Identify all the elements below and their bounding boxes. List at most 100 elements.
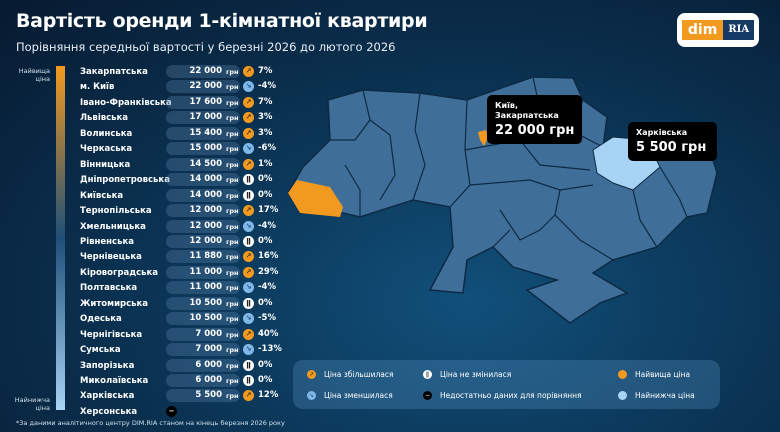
region-name: Сумська bbox=[80, 345, 121, 356]
region-row: Закарпатська 22 000 грн ↗ 7% bbox=[80, 65, 280, 79]
region-name: Запорізька bbox=[80, 360, 135, 371]
currency: грн bbox=[226, 98, 239, 107]
trend-up-icon: ↗ bbox=[243, 112, 254, 124]
currency: грн bbox=[226, 392, 239, 401]
region-name: Черкаська bbox=[80, 144, 133, 155]
region-price: 11 000 bbox=[189, 282, 222, 293]
price-change: 0% bbox=[258, 235, 273, 246]
region-name: Одеська bbox=[80, 314, 122, 325]
currency: грн bbox=[226, 83, 239, 92]
trend-same-icon: ǁ bbox=[243, 297, 254, 309]
region-name: Рівненська bbox=[80, 236, 134, 247]
trend-up-icon: ↗ bbox=[243, 66, 254, 77]
region-name: Волинська bbox=[80, 128, 133, 139]
price-pill bbox=[166, 142, 240, 156]
price-change: -4% bbox=[258, 282, 276, 293]
region-price: 17 000 bbox=[189, 112, 222, 123]
price-pill bbox=[166, 126, 240, 140]
arrow-up-icon: ↗ bbox=[307, 370, 316, 379]
legend-down: Ціна зменшилася bbox=[324, 391, 393, 400]
legend-lowest: Найнижча ціна bbox=[635, 391, 695, 400]
trend-down-icon: ↘ bbox=[243, 313, 254, 325]
region-price: 6 000 bbox=[195, 359, 222, 370]
currency: грн bbox=[226, 315, 239, 324]
region-name: Львівська bbox=[80, 113, 129, 124]
trend-same-icon: ǁ bbox=[243, 189, 254, 201]
trend-same-icon: ǁ bbox=[243, 359, 254, 371]
region-price: 6 000 bbox=[195, 375, 222, 385]
region-row: Харківська 5 500 грн ↗ 12% bbox=[80, 389, 280, 403]
tooltip-highest-line1: Київ, bbox=[495, 101, 518, 110]
price-scale-bar bbox=[56, 66, 65, 410]
currency: грн bbox=[226, 253, 239, 262]
lowest-dot-icon bbox=[618, 391, 627, 400]
region-name: Дніпропетровська bbox=[80, 175, 170, 186]
currency: грн bbox=[226, 361, 239, 370]
currency: грн bbox=[226, 176, 239, 185]
price-pill bbox=[166, 343, 240, 357]
region-price: 14 000 bbox=[189, 174, 222, 185]
region-price: 15 000 bbox=[189, 143, 222, 154]
arrow-down-icon: ↘ bbox=[307, 391, 316, 400]
region-name: Кіровоградська bbox=[80, 267, 159, 278]
price-pill bbox=[166, 234, 240, 248]
price-change: 16% bbox=[258, 251, 279, 262]
trend-up-icon: ↗ bbox=[243, 328, 254, 340]
region-price: 14 000 bbox=[189, 189, 222, 200]
legend-highest: Найвища ціна bbox=[635, 370, 691, 379]
price-pill bbox=[166, 204, 240, 218]
price-pill bbox=[166, 250, 240, 264]
no-data-icon: − bbox=[166, 405, 177, 417]
region-price: 15 400 bbox=[189, 127, 222, 138]
region-row: Сумська 7 000 грн ↘ -13% bbox=[80, 343, 282, 357]
price-change: -5% bbox=[258, 313, 276, 324]
price-change: -4% bbox=[258, 220, 276, 231]
price-change: 3% bbox=[258, 112, 273, 123]
region-row: Кіровоградська 11 000 грн ↗ 29% bbox=[80, 265, 280, 280]
region-price: 5 500 bbox=[195, 390, 222, 401]
price-change: -13% bbox=[258, 344, 282, 355]
map-legend: ↗ Ціна збільшилася ↘ Ціна зменшилася ǁ Ціна… bbox=[293, 360, 720, 409]
region-row: Львівська 17 000 грн ↗ 3% bbox=[80, 111, 280, 125]
price-change: 3% bbox=[258, 127, 273, 138]
region-row: Чернігівська 7 000 грн ↗ 40% bbox=[80, 327, 280, 342]
region-row: Рівненська 12 000 грн ǁ 0% bbox=[80, 234, 280, 249]
price-change: 0% bbox=[258, 375, 273, 385]
price-change: 17% bbox=[258, 205, 279, 216]
trend-up-icon: ↗ bbox=[243, 96, 254, 108]
region-price: 14 500 bbox=[189, 158, 222, 169]
trend-up-icon: ↗ bbox=[243, 390, 254, 402]
trend-down-icon: ↘ bbox=[243, 81, 254, 93]
currency: грн bbox=[226, 377, 239, 385]
trend-down-icon: ↘ bbox=[243, 143, 254, 155]
trend-up-icon: ↗ bbox=[243, 158, 254, 170]
trend-up-icon: ↗ bbox=[243, 266, 254, 278]
region-name: Івано-Франківська bbox=[80, 97, 172, 108]
price-pill bbox=[166, 157, 240, 171]
logo-ria: RIA bbox=[723, 20, 755, 40]
trend-same-icon: ǁ bbox=[243, 174, 254, 186]
region-price: 11 880 bbox=[189, 251, 222, 262]
price-change: 0% bbox=[258, 174, 273, 185]
currency: грн bbox=[226, 222, 239, 231]
currency: грн bbox=[226, 284, 239, 293]
price-pill bbox=[166, 358, 240, 372]
price-change: 0% bbox=[258, 359, 273, 370]
tooltip-highest: Київ, Закарпатська 22 000 грн bbox=[487, 95, 583, 144]
region-name: Закарпатська bbox=[80, 67, 148, 77]
legend-same: Ціна не змінилася bbox=[440, 370, 512, 379]
price-pill bbox=[166, 296, 240, 310]
price-pill bbox=[166, 111, 240, 125]
price-change: 7% bbox=[258, 66, 273, 76]
region-row: Тернопільська 12 000 грн ↗ 17% bbox=[80, 204, 280, 218]
price-pill bbox=[166, 389, 240, 403]
region-zakarpatska bbox=[288, 180, 343, 217]
region-name: Миколаївська bbox=[80, 376, 149, 386]
region-kyiv-city bbox=[478, 130, 488, 146]
region-row: Житомирська 10 500 грн ǁ 0% bbox=[80, 296, 280, 311]
tooltip-lowest-label: Харківська bbox=[636, 128, 688, 137]
region-borders bbox=[330, 76, 688, 261]
region-name: Тернопільська bbox=[80, 206, 152, 217]
region-price: 7 000 bbox=[195, 328, 222, 339]
currency: грн bbox=[226, 207, 239, 216]
